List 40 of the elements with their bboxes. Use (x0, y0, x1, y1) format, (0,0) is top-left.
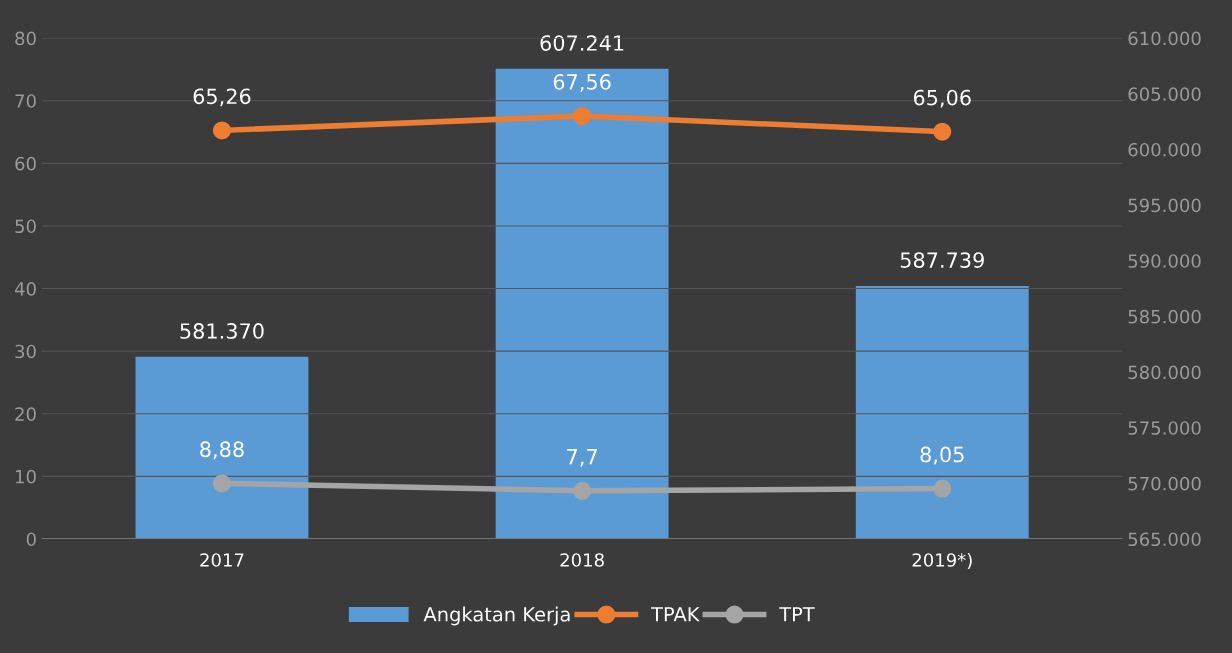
y-tick-label: 70 (15, 94, 36, 108)
y2-tick-label: 565.000 (1128, 532, 1201, 547)
point (933, 479, 952, 498)
y2-tick-label: 605.000 (1128, 87, 1201, 101)
data-label: 607.241 (540, 35, 624, 51)
data-label: 65,26 (193, 88, 251, 107)
y2-tick-label: 610.000 (1128, 31, 1201, 46)
data-label: 587.739 (900, 252, 984, 268)
y-tick-label: 10 (16, 469, 36, 484)
y2-tick-label: 600.000 (1128, 142, 1201, 157)
point (212, 474, 231, 493)
data-label: 7,7 (567, 449, 597, 467)
y2-tick-label: 580.000 (1128, 365, 1201, 380)
point (573, 481, 592, 500)
legend-label: TPAK (651, 607, 700, 622)
y-tick-label: 50 (15, 219, 36, 234)
data-label: 67,56 (553, 74, 611, 92)
y-tick-label: 60 (15, 156, 36, 171)
y2-tick-label: 590.000 (1128, 254, 1201, 268)
x-tick-label: 2017 (200, 553, 244, 567)
y-tick-label: 20 (15, 407, 36, 421)
point (933, 122, 952, 141)
data-label: 8,88 (200, 441, 244, 460)
data-label: 581.370 (180, 323, 264, 339)
y2-tick-label: 570.000 (1128, 476, 1201, 491)
x-tick-label: 2018 (560, 553, 604, 567)
data-label: 8,05 (920, 446, 964, 465)
point (573, 106, 592, 126)
y2-tick-label: 575.000 (1128, 421, 1201, 435)
y2-tick-label: 595.000 (1128, 198, 1201, 213)
y-tick-label: 30 (15, 344, 36, 359)
data-label: 65,06 (913, 89, 971, 108)
point (212, 121, 231, 140)
legend-label: TPT (779, 607, 815, 622)
y2-tick-label: 585.000 (1128, 309, 1201, 324)
legend-label: Angkatan Kerja (423, 606, 570, 626)
y-tick-label: 0 (26, 532, 36, 547)
y-tick-label: 80 (15, 31, 36, 46)
x-tick-label: 2019*) (912, 552, 972, 569)
y-tick-label: 40 (14, 282, 36, 296)
